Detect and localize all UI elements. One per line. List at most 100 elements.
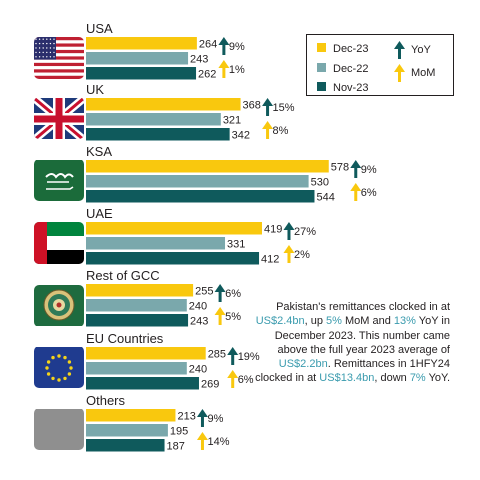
value-label-ksa-dec-22: 530 bbox=[311, 177, 329, 189]
mom-value-usa: 1% bbox=[229, 64, 245, 76]
note-text: Pakistan's remittances clocked in at bbox=[276, 301, 450, 313]
yoy-value-ksa: 9% bbox=[361, 164, 377, 176]
value-label-ksa-nov-23: 544 bbox=[316, 192, 334, 204]
bar-usa-nov-23 bbox=[86, 67, 197, 80]
note-highlight: US$13.4bn bbox=[319, 372, 375, 385]
group-others: Others 213 195 187 9% 14% bbox=[86, 393, 230, 453]
bar-uae-nov-23 bbox=[86, 252, 260, 265]
mom-arrow-icon bbox=[196, 432, 208, 450]
value-label-eu-countries-dec-22: 240 bbox=[189, 364, 207, 376]
mom-value-others: 14% bbox=[207, 436, 229, 448]
value-label-uae-dec-23: 419 bbox=[264, 224, 282, 236]
value-label-eu-countries-dec-23: 285 bbox=[208, 349, 226, 361]
mom-arrow-icon bbox=[350, 183, 362, 201]
uae-flag-icon bbox=[34, 222, 84, 264]
bar-uk-nov-23 bbox=[86, 128, 230, 141]
bar-others-dec-23 bbox=[86, 409, 176, 422]
yoy-value-uae: 27% bbox=[294, 226, 316, 238]
bar-eu-countries-nov-23 bbox=[86, 377, 199, 390]
value-label-uk-dec-22: 321 bbox=[223, 115, 241, 127]
legend-mom-label: MoM bbox=[411, 67, 435, 79]
note-text: MoM and bbox=[341, 315, 394, 328]
region-label-uk: UK bbox=[86, 82, 104, 97]
legend: Dec-23 Dec-22 Nov-23 YoY MoM bbox=[306, 34, 454, 96]
value-label-others-dec-23: 213 bbox=[177, 411, 195, 423]
yoy-arrow-icon bbox=[350, 160, 362, 178]
region-label-rest-of-gcc: Rest of GCC bbox=[86, 268, 160, 283]
region-label-uae: UAE bbox=[86, 206, 113, 221]
value-label-usa-dec-22: 243 bbox=[190, 54, 208, 66]
value-label-uk-nov-23: 342 bbox=[232, 130, 250, 142]
uk-flag-icon bbox=[34, 97, 84, 139]
gcc-emblem-icon bbox=[34, 285, 84, 326]
mom-value-ksa: 6% bbox=[361, 187, 377, 199]
legend-label-dec23: Dec-23 bbox=[333, 43, 368, 55]
value-label-uae-nov-23: 412 bbox=[261, 254, 279, 266]
note-highlight: 13% bbox=[393, 315, 416, 328]
mom-value-uk: 8% bbox=[273, 125, 289, 137]
mom-arrow-icon bbox=[214, 307, 226, 325]
yoy-value-rest-of-gcc: 6% bbox=[225, 288, 241, 300]
bar-uae-dec-23 bbox=[86, 222, 262, 235]
value-label-uae-dec-22: 331 bbox=[227, 239, 245, 251]
mom-value-rest-of-gcc: 5% bbox=[225, 311, 241, 323]
mom-arrow-icon bbox=[283, 245, 295, 263]
value-label-rest-of-gcc-nov-23: 243 bbox=[190, 316, 208, 328]
yoy-arrow-icon bbox=[218, 37, 230, 55]
legend-yoy-arrow-icon bbox=[394, 41, 405, 59]
group-uae: UAE 419 331 412 27% 2% bbox=[86, 206, 316, 266]
note-text: YoY in December 2023. This number came a… bbox=[274, 315, 450, 356]
mom-value-uae: 2% bbox=[294, 249, 310, 261]
ksa-flag-icon bbox=[34, 160, 84, 201]
eu-flag-icon bbox=[34, 347, 84, 388]
bar-others-nov-23 bbox=[86, 439, 165, 452]
note-text: , up bbox=[304, 315, 327, 328]
value-label-usa-nov-23: 262 bbox=[198, 69, 216, 81]
note-highlight: US$2.2bn bbox=[278, 358, 328, 371]
yoy-value-eu-countries: 19% bbox=[238, 351, 260, 363]
value-label-usa-dec-23: 264 bbox=[199, 39, 217, 51]
region-label-ksa: KSA bbox=[86, 144, 112, 159]
value-label-uk-dec-23: 368 bbox=[243, 100, 261, 112]
yoy-value-usa: 9% bbox=[229, 41, 245, 53]
group-rest-of-gcc: Rest of GCC 255 240 243 6% 5% bbox=[86, 268, 241, 328]
region-label-eu-countries: EU Countries bbox=[86, 331, 164, 346]
bar-others-dec-22 bbox=[86, 424, 168, 437]
mom-value-eu-countries: 6% bbox=[238, 374, 254, 386]
yoy-arrow-icon bbox=[262, 98, 274, 116]
legend-label-dec22: Dec-22 bbox=[333, 63, 368, 75]
value-label-rest-of-gcc-dec-23: 255 bbox=[195, 286, 213, 298]
bar-rest-of-gcc-nov-23 bbox=[86, 314, 189, 327]
legend-mom-arrow-icon bbox=[394, 64, 405, 82]
legend-label-nov23: Nov-23 bbox=[333, 82, 368, 94]
legend-swatch-nov23 bbox=[317, 82, 326, 91]
bar-usa-dec-22 bbox=[86, 52, 189, 65]
mom-arrow-icon bbox=[218, 60, 230, 78]
mom-arrow-icon bbox=[227, 370, 239, 388]
value-label-others-nov-23: 187 bbox=[167, 441, 185, 453]
note-text: YoY. bbox=[425, 372, 450, 385]
yoy-arrow-icon bbox=[214, 284, 226, 302]
note-text: . Remittances in 1HFY24 clocked in at bbox=[255, 358, 450, 385]
value-label-eu-countries-nov-23: 269 bbox=[201, 379, 219, 391]
bar-eu-countries-dec-23 bbox=[86, 347, 206, 360]
blank-icon bbox=[34, 409, 84, 450]
value-label-rest-of-gcc-dec-22: 240 bbox=[189, 301, 207, 313]
note-highlight: US$2.4bn bbox=[255, 315, 305, 328]
legend-svg: Dec-23 Dec-22 Nov-23 YoY MoM bbox=[317, 41, 435, 94]
bar-uae-dec-22 bbox=[86, 237, 226, 250]
legend-swatch-dec23 bbox=[317, 43, 326, 52]
bar-uk-dec-23 bbox=[86, 98, 241, 111]
bar-rest-of-gcc-dec-23 bbox=[86, 284, 194, 297]
bar-ksa-dec-22 bbox=[86, 175, 309, 188]
bar-usa-dec-23 bbox=[86, 37, 197, 50]
yoy-arrow-icon bbox=[196, 409, 208, 427]
value-label-others-dec-22: 195 bbox=[170, 426, 188, 438]
group-usa: USA 264 243 262 9% 1% bbox=[86, 21, 245, 81]
note-text: , down bbox=[374, 372, 410, 385]
bar-ksa-dec-23 bbox=[86, 160, 329, 173]
commentary-note: Pakistan's remittances clocked in at US$… bbox=[248, 300, 450, 386]
